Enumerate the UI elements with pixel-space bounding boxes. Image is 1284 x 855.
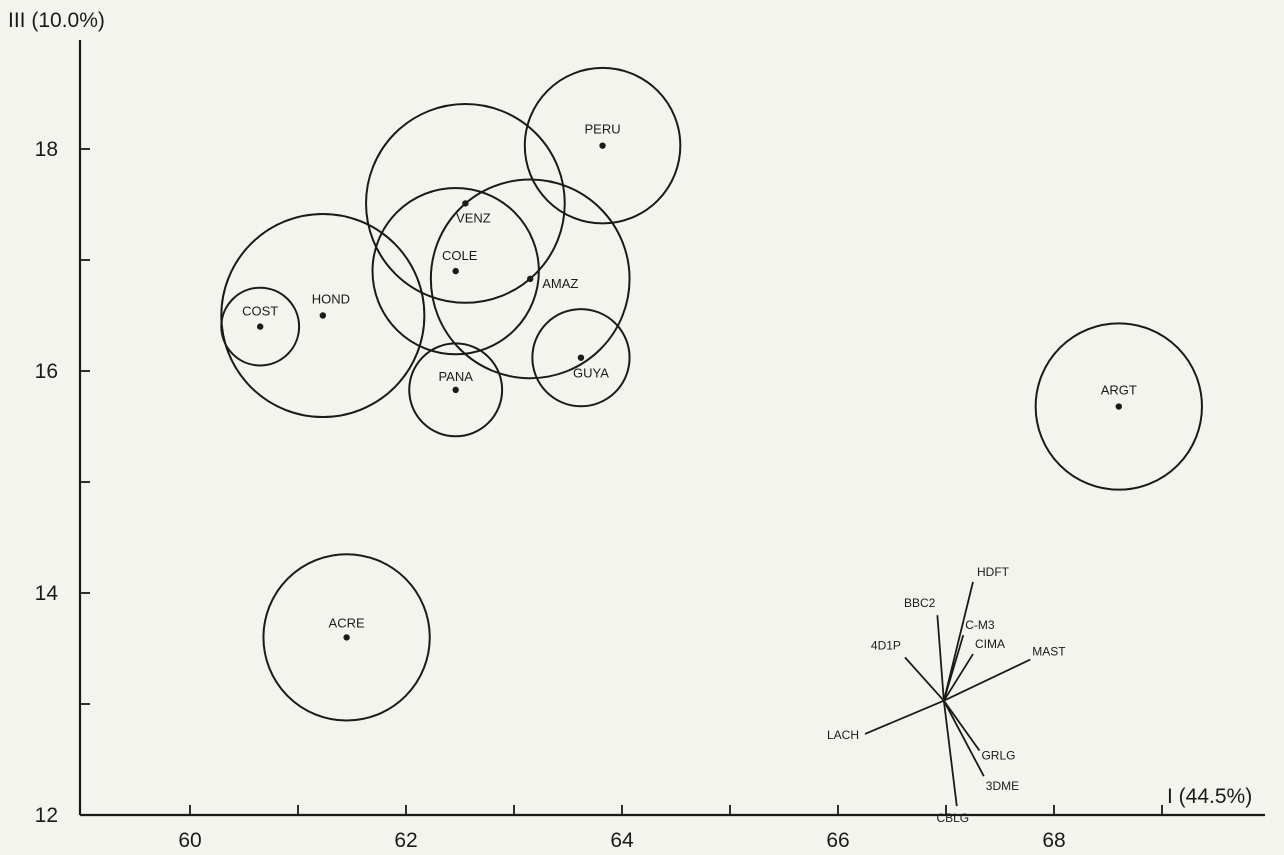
point-acre bbox=[343, 634, 350, 641]
point-peru bbox=[599, 142, 606, 149]
x-tick-label-62: 62 bbox=[394, 829, 417, 852]
vector-label-grlg: GRLG bbox=[981, 749, 1015, 763]
vector-label-lach: LACH bbox=[827, 728, 859, 742]
point-label-venz: VENZ bbox=[456, 210, 491, 225]
y-tick-label-16: 16 bbox=[35, 360, 58, 383]
circle-guya bbox=[531, 308, 631, 408]
point-hond bbox=[319, 312, 327, 319]
point-cole bbox=[452, 267, 459, 275]
point-cost bbox=[257, 323, 264, 330]
vector-cblg bbox=[942, 700, 958, 807]
circle-amaz bbox=[429, 178, 631, 380]
circle-cole bbox=[371, 186, 540, 356]
point-label-cole: COLE bbox=[442, 248, 478, 263]
point-label-hond: HOND bbox=[312, 292, 350, 307]
vector-label-hdft: HDFT bbox=[977, 565, 1010, 579]
vector-label-bbc2: BBC2 bbox=[904, 596, 936, 610]
point-guya bbox=[577, 354, 585, 361]
x-tick-label-68: 68 bbox=[1042, 829, 1065, 852]
vector-cm3 bbox=[942, 634, 965, 701]
vector-grlg bbox=[943, 700, 981, 752]
vector-bbc2 bbox=[936, 615, 945, 701]
axes: 60 62 64 66 68 12 14 16 18 III (10.0%) I (44.5%… bbox=[8, 9, 1265, 852]
vector-4d1p bbox=[904, 656, 945, 702]
point-argt bbox=[1115, 403, 1123, 410]
x-tick-label-60: 60 bbox=[178, 829, 201, 852]
vector-3dme bbox=[943, 700, 985, 777]
point-label-peru: PERU bbox=[584, 122, 620, 137]
confidence-circles bbox=[220, 66, 1203, 722]
x-axis-label: I (44.5%) bbox=[1167, 785, 1252, 808]
y-tick-label-18: 18 bbox=[35, 138, 58, 161]
point-venz bbox=[462, 200, 469, 207]
point-label-cost: COST bbox=[242, 304, 278, 319]
circle-peru bbox=[523, 66, 682, 225]
x-tick-label-66: 66 bbox=[826, 829, 849, 852]
y-tick-label-12: 12 bbox=[35, 804, 58, 827]
vector-mast bbox=[943, 658, 1031, 702]
point-label-pana: PANA bbox=[438, 369, 473, 384]
y-ticks: 12 14 16 18 bbox=[35, 138, 90, 827]
circle-argt bbox=[1034, 322, 1203, 491]
vector-label-cima: CIMA bbox=[975, 637, 1005, 651]
point-amaz bbox=[527, 275, 534, 283]
point-label-acre: ACRE bbox=[329, 615, 365, 630]
x-ticks: 60 62 64 66 68 bbox=[178, 805, 1163, 852]
point-label-amaz: AMAZ bbox=[542, 276, 578, 291]
vector-label-3dme: 3DME bbox=[986, 779, 1019, 793]
point-pana bbox=[452, 386, 459, 394]
point-label-argt: ARGT bbox=[1101, 383, 1137, 398]
vector-cima bbox=[943, 653, 974, 702]
vector-label-4d1p: 4D1P bbox=[871, 638, 901, 652]
vector-hdft bbox=[942, 581, 974, 701]
circle-hond bbox=[220, 212, 426, 419]
y-tick-label-14: 14 bbox=[35, 582, 59, 605]
loading-vectors: HDFT BBC2 C-M3 CIMA MAST 4D1P LACH GRLG 3DME CBLG bbox=[827, 565, 1066, 825]
vector-label-cm3: C-M3 bbox=[965, 618, 995, 632]
point-label-guya: GUYA bbox=[573, 366, 609, 381]
circle-cost bbox=[220, 286, 301, 367]
circle-venz bbox=[365, 103, 566, 304]
circle-pana bbox=[408, 342, 504, 438]
y-axis-label: III (10.0%) bbox=[8, 9, 105, 32]
vector-label-mast: MAST bbox=[1032, 645, 1066, 659]
circle-acre bbox=[262, 553, 431, 722]
data-points: PERU VENZ COLE AMAZ HOND COST GUYA PANA ARGT ACRE bbox=[242, 122, 1137, 641]
vector-lach bbox=[864, 699, 945, 735]
vector-label-cblg: CBLG bbox=[936, 811, 969, 825]
x-tick-label-64: 64 bbox=[610, 829, 634, 852]
